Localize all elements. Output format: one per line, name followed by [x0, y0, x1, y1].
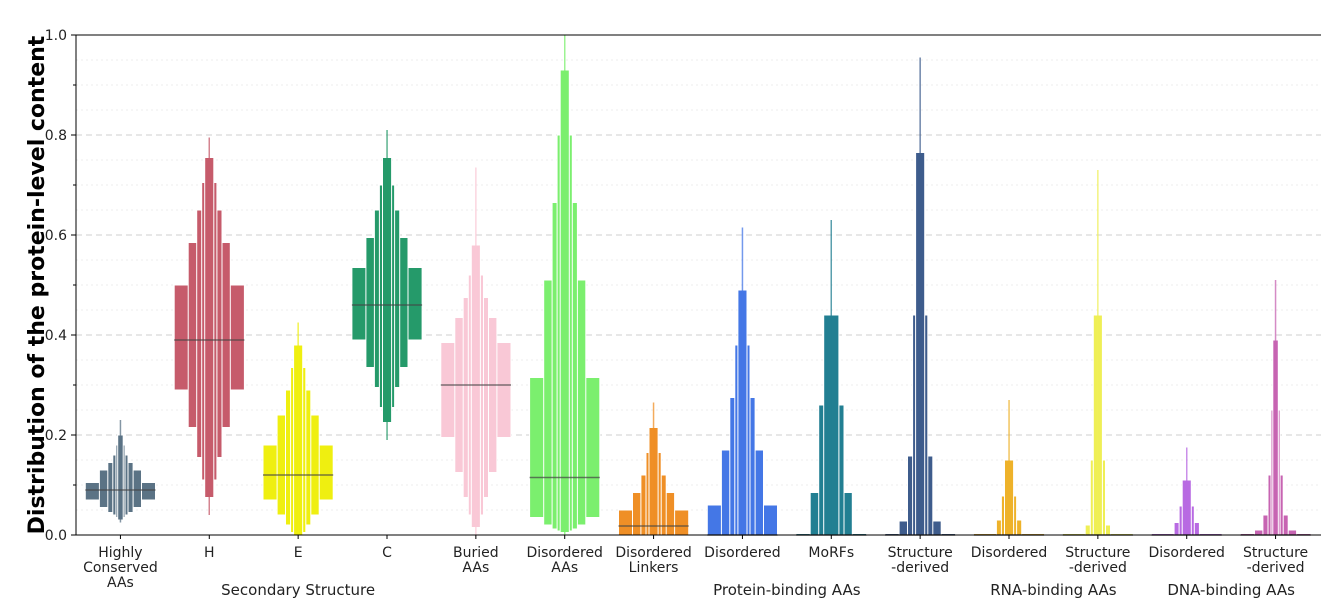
boxen-group [1151, 447, 1223, 536]
boxen-level [297, 322, 299, 535]
x-group-label: Protein-binding AAs [713, 581, 861, 598]
boxen-level [830, 220, 832, 535]
boxen-level [386, 130, 388, 440]
x-category-label: C [382, 545, 392, 561]
x-group-label: RNA-binding AAs [990, 581, 1117, 598]
y-tick-label: 0.6 [45, 228, 67, 244]
boxen-level [1008, 400, 1010, 535]
x-category-label: Disordered Linkers [615, 545, 692, 576]
boxen-series [84, 35, 1312, 536]
y-tick-label: 0.8 [45, 128, 67, 144]
boxen-group [351, 130, 423, 440]
y-ticks: 0.0 0.2 0.4 0.6 0.8 1.0 [45, 28, 76, 544]
boxen-group [795, 220, 867, 536]
x-category-label: Disordered [704, 545, 781, 561]
x-group-label: DNA-binding AAs [1167, 581, 1295, 598]
grid-lines [76, 34, 1321, 511]
boxen-group [884, 57, 956, 536]
boxen-group [618, 402, 690, 536]
x-group-label: Secondary Structure [221, 581, 375, 598]
x-category-label: MoRFs [808, 545, 854, 561]
boxen-group [1062, 170, 1134, 536]
x-category-label: Disordered [971, 545, 1048, 561]
x-category-label: Highly Conserved AAs [83, 545, 158, 591]
x-category-label: Buried AAs [453, 545, 499, 576]
boxen-level [741, 227, 744, 535]
boxen-group [440, 167, 512, 535]
boxen-level [208, 137, 210, 515]
x-group-labels: Secondary Structure Protein-binding AAs RN… [221, 581, 1295, 598]
x-category-label: E [294, 545, 303, 561]
boxen-group [973, 400, 1045, 536]
boxen-group [529, 35, 601, 535]
y-tick-label: 0.2 [45, 428, 67, 444]
x-category-label: Structure -derived [888, 545, 953, 576]
boxen-group [84, 420, 156, 523]
boxen-level [475, 167, 477, 535]
boxen-group [173, 137, 245, 515]
boxen-group [262, 322, 334, 536]
x-category-label: Structure -derived [1065, 545, 1130, 576]
x-category-label: Disordered [1148, 545, 1225, 561]
y-tick-label: 0.0 [45, 528, 67, 544]
boxen-level [564, 35, 566, 535]
boxen-group [1240, 280, 1312, 536]
x-category-label: H [204, 545, 215, 561]
boxen-level [119, 420, 122, 523]
y-tick-label: 0.4 [45, 328, 67, 344]
boxen-level [652, 402, 655, 535]
x-category-label: Disordered AAs [526, 545, 603, 576]
boxen-group [706, 227, 778, 536]
y-axis-label: Distribution of the protein-level conten… [25, 35, 50, 534]
boxen-level [1186, 447, 1188, 535]
x-category-labels: Highly Conserved AAs H E C Buried AAs Disordered… [83, 535, 1308, 591]
boxen-level [1274, 280, 1277, 535]
boxen-level [919, 57, 921, 535]
boxen-level [1097, 170, 1099, 535]
x-category-label: Structure -derived [1243, 545, 1308, 576]
y-tick-label: 1.0 [45, 28, 67, 44]
